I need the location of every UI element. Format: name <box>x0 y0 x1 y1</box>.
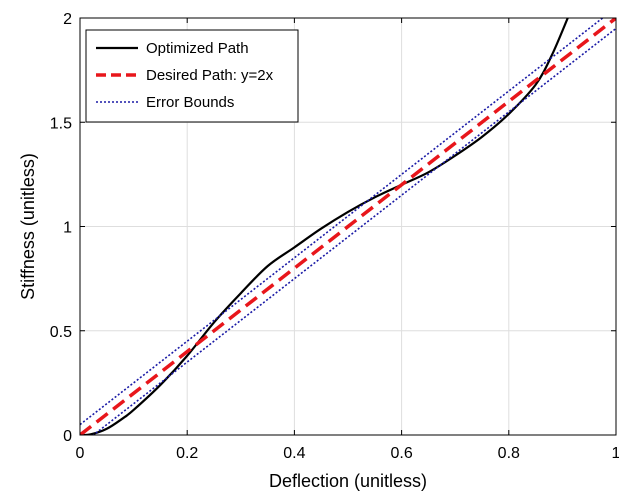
legend-label-error-bounds: Error Bounds <box>146 94 234 111</box>
x-tick-label: 0.8 <box>498 445 520 462</box>
series-line-error-bound-lower <box>92 27 616 435</box>
x-tick-label: 0.6 <box>390 445 412 462</box>
legend-label-optimized-path: Optimized Path <box>146 40 249 57</box>
series-line-error-bounds <box>80 18 604 426</box>
y-tick-label: 0.5 <box>50 324 72 341</box>
x-axis-title: Deflection (unitless) <box>269 471 427 491</box>
legend-box <box>85 29 299 123</box>
x-tick-label: 0 <box>76 445 85 462</box>
y-tick-label: 1.5 <box>50 115 72 132</box>
series-line-optimized-path <box>80 18 569 435</box>
legend: Optimized Path Desired Path: y=2x Error … <box>85 29 299 123</box>
y-tick-label: 0 <box>63 428 72 445</box>
series-line-desired-path-y-2x <box>80 18 616 435</box>
ticks: 0 0.2 0.4 0.6 0.8 1 0 0.5 1 1.5 2 <box>50 11 619 462</box>
y-tick-label: 2 <box>63 11 72 28</box>
x-tick-label: 1 <box>612 445 619 462</box>
y-tick-label: 1 <box>63 220 72 237</box>
y-axis-title: Stiffness (unitless) <box>18 153 38 300</box>
x-tick-label: 0.2 <box>176 445 198 462</box>
series-layer <box>80 18 616 435</box>
x-tick-label: 0.4 <box>283 445 305 462</box>
legend-label-desired-path: Desired Path: y=2x <box>146 67 274 84</box>
